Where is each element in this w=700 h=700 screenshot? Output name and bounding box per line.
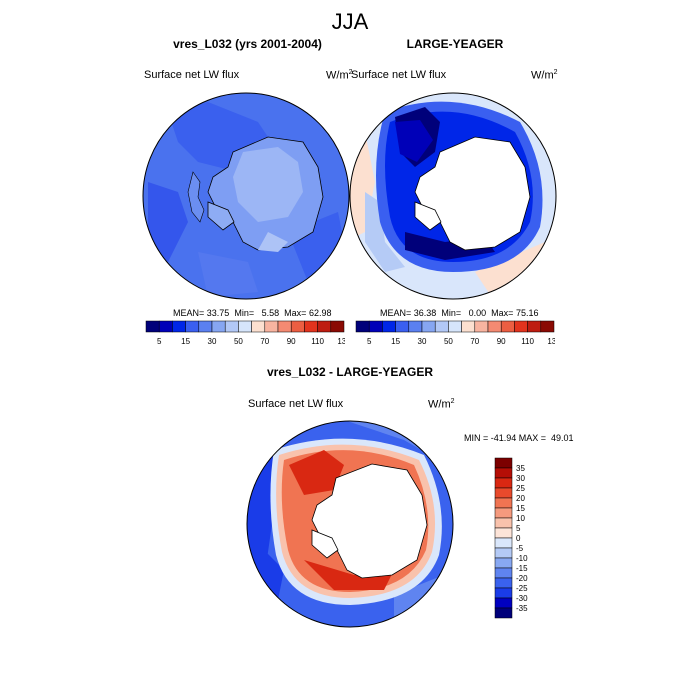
- colorbar-tick-label: -35: [516, 604, 528, 613]
- colorbar-tick-label: -25: [516, 584, 528, 593]
- colorbar-tick-label: 30: [418, 337, 427, 346]
- colorbar-tick-label: 130: [547, 337, 555, 346]
- colorbar-box: [461, 320, 476, 333]
- panel2-map: [349, 92, 557, 300]
- colorbar-box: [434, 320, 449, 333]
- panel2-units: W/m2: [531, 69, 558, 82]
- panel1-stats: MEAN= 33.75 Min= 5.58 Max= 62.98: [173, 308, 332, 318]
- colorbar-box: [198, 320, 213, 333]
- colorbar-tick-label: -10: [516, 554, 528, 563]
- colorbar-box: [494, 467, 513, 479]
- colorbar-box: [317, 320, 332, 333]
- colorbar-tick-label: 15: [516, 504, 525, 513]
- colorbar-box: [487, 320, 502, 333]
- colorbar-box: [494, 497, 513, 509]
- colorbar-tick-label: 15: [391, 337, 400, 346]
- colorbar-box: [494, 567, 513, 579]
- colorbar-box: [494, 487, 513, 499]
- colorbar-box: [251, 320, 266, 333]
- colorbar-box: [238, 320, 252, 333]
- panel1-colorbar: 5 15 30 50 70 90 110 130: [145, 320, 345, 346]
- panel1-units: W/m2: [326, 69, 353, 82]
- panel1-map: [142, 92, 350, 300]
- colorbar-box: [330, 320, 345, 333]
- colorbar-box: [304, 320, 318, 333]
- colorbar-box: [500, 320, 515, 333]
- colorbar-box: [494, 507, 513, 519]
- colorbar-tick-label: 130: [337, 337, 345, 346]
- colorbar-box: [448, 320, 462, 333]
- colorbar-box: [355, 320, 370, 333]
- panel2-stats: MEAN= 36.38 Min= 0.00 Max= 75.16: [380, 308, 539, 318]
- colorbar-box: [494, 527, 513, 539]
- colorbar-box: [494, 547, 513, 559]
- colorbar-box: [494, 517, 513, 529]
- page-title: JJA: [331, 9, 369, 34]
- colorbar-tick-label: 10: [516, 514, 525, 523]
- colorbar-box: [474, 320, 489, 333]
- colorbar-box: [277, 320, 292, 333]
- colorbar-tick-label: 110: [521, 337, 534, 346]
- colorbar-tick-label: 30: [208, 337, 217, 346]
- colorbar-box: [494, 557, 513, 569]
- panel3-field-label: Surface net LW flux: [248, 398, 344, 410]
- panel3-map: [246, 420, 454, 628]
- colorbar-box: [395, 320, 410, 333]
- colorbar-box: [290, 320, 305, 333]
- colorbar-box: [211, 320, 226, 333]
- colorbar-box: [158, 320, 173, 333]
- colorbar-box: [264, 320, 279, 333]
- panel3-title: vres_L032 - LARGE-YEAGER: [266, 365, 434, 379]
- colorbar-box: [494, 577, 513, 589]
- panel1-title: vres_L032 (yrs 2001-2004): [173, 37, 322, 51]
- colorbar-tick-label: 70: [260, 337, 269, 346]
- colorbar-tick-label: -15: [516, 564, 528, 573]
- colorbar-tick-label: 50: [234, 337, 243, 346]
- colorbar-box: [527, 320, 542, 333]
- colorbar-box: [421, 320, 436, 333]
- colorbar-box: [145, 320, 160, 333]
- colorbar-tick-label: 0: [516, 534, 521, 543]
- panel3-minmax: MIN = -41.94 MAX = 49.01: [464, 433, 574, 443]
- colorbar-box: [494, 457, 513, 469]
- colorbar-tick-label: 110: [311, 337, 324, 346]
- colorbar-tick-label: -5: [516, 544, 524, 553]
- colorbar-tick-label: -30: [516, 594, 528, 603]
- panel3-units: W/m2: [428, 398, 455, 411]
- colorbar-tick-label: 20: [516, 494, 525, 503]
- colorbar-tick-label: 70: [470, 337, 479, 346]
- colorbar-box: [494, 587, 513, 599]
- colorbar-box: [382, 320, 396, 333]
- panel2-field-label: Surface net LW flux: [351, 69, 447, 81]
- panel2-colorbar: 5 15 30 50 70 90 110 130: [355, 320, 555, 346]
- colorbar-box: [224, 320, 239, 333]
- colorbar-box: [494, 607, 513, 619]
- colorbar-tick-label: 35: [516, 464, 525, 473]
- colorbar-box: [494, 537, 513, 549]
- colorbar-box: [172, 320, 186, 333]
- colorbar-tick-label: 90: [287, 337, 296, 346]
- panel1-field-label: Surface net LW flux: [144, 69, 240, 81]
- panel2-title: LARGE-YEAGER: [406, 37, 504, 51]
- colorbar-tick-label: 5: [367, 337, 372, 346]
- colorbar-box: [494, 477, 513, 489]
- colorbar-tick-label: 30: [516, 474, 525, 483]
- colorbar-box: [408, 320, 423, 333]
- colorbar-tick-label: 25: [516, 484, 525, 493]
- colorbar-box: [540, 320, 555, 333]
- colorbar-tick-label: -20: [516, 574, 528, 583]
- colorbar-box: [185, 320, 200, 333]
- colorbar-tick-label: 5: [157, 337, 162, 346]
- colorbar-tick-label: 15: [181, 337, 190, 346]
- colorbar-tick-label: 90: [497, 337, 506, 346]
- colorbar-tick-label: 5: [516, 524, 521, 533]
- colorbar-box: [494, 597, 513, 609]
- colorbar-tick-label: 50: [444, 337, 453, 346]
- colorbar-box: [368, 320, 383, 333]
- colorbar-box: [514, 320, 528, 333]
